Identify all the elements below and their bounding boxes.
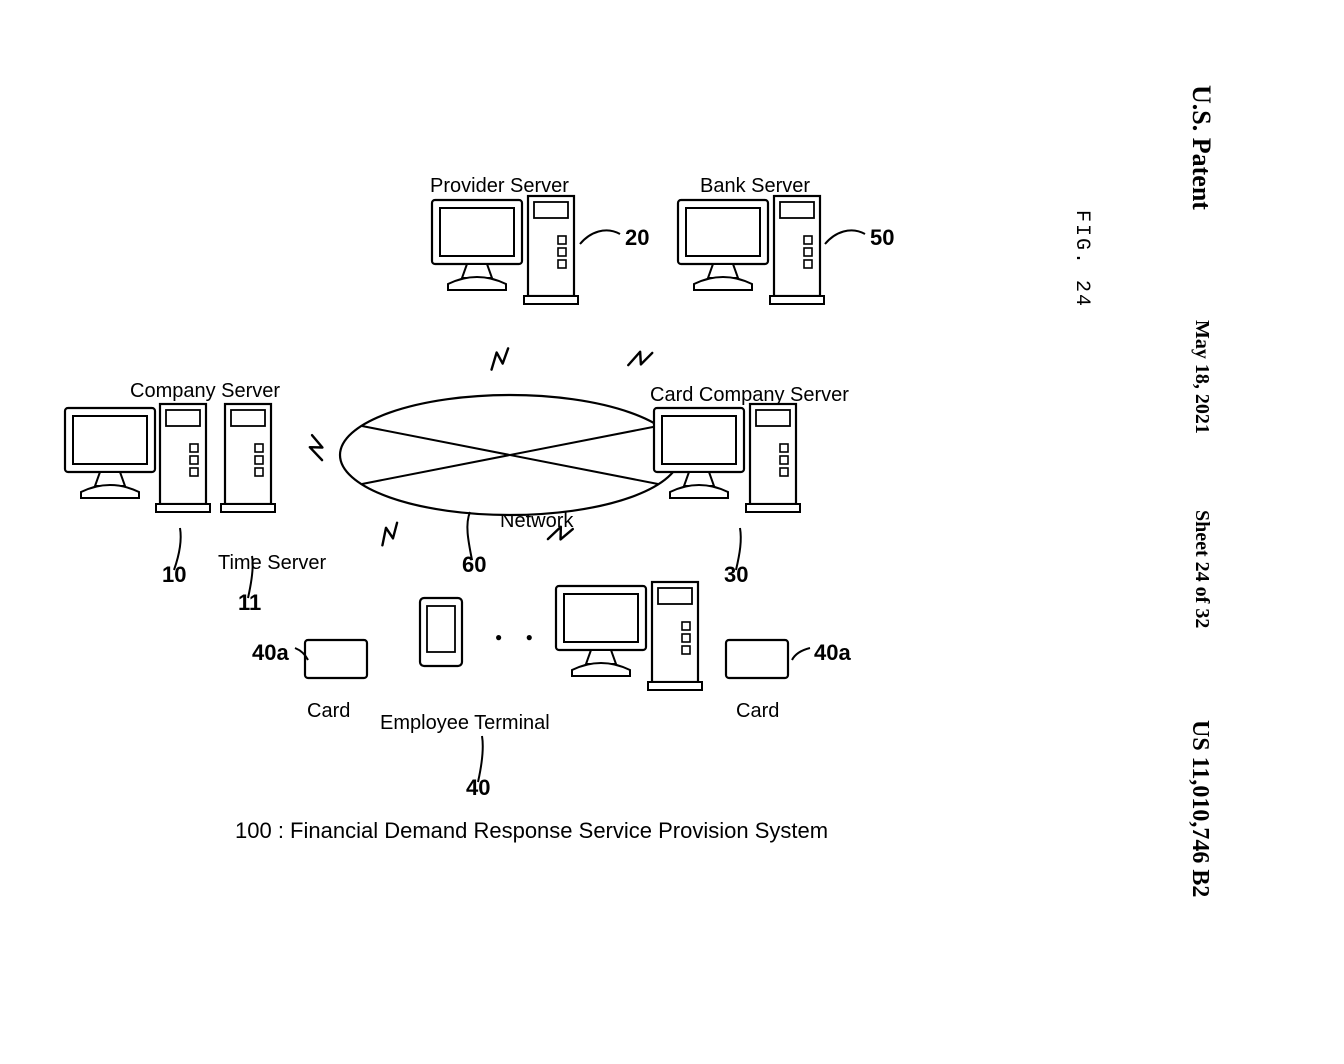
bank-server-icon [678, 196, 824, 304]
provider-server-icon [432, 196, 578, 304]
wireless-icon [305, 435, 329, 460]
wireless-icon [488, 348, 511, 369]
card-company-server-icon [654, 404, 800, 512]
diagram-svg [0, 0, 1344, 1064]
company-server-icon [65, 404, 275, 512]
wireless-icon [378, 523, 402, 546]
network-ellipse-icon [340, 395, 680, 515]
card-right-icon [726, 640, 788, 678]
wireless-icon [548, 522, 573, 546]
card-left-icon [305, 640, 367, 678]
employee-terminal-icon [420, 582, 702, 690]
wireless-icon [628, 348, 652, 371]
